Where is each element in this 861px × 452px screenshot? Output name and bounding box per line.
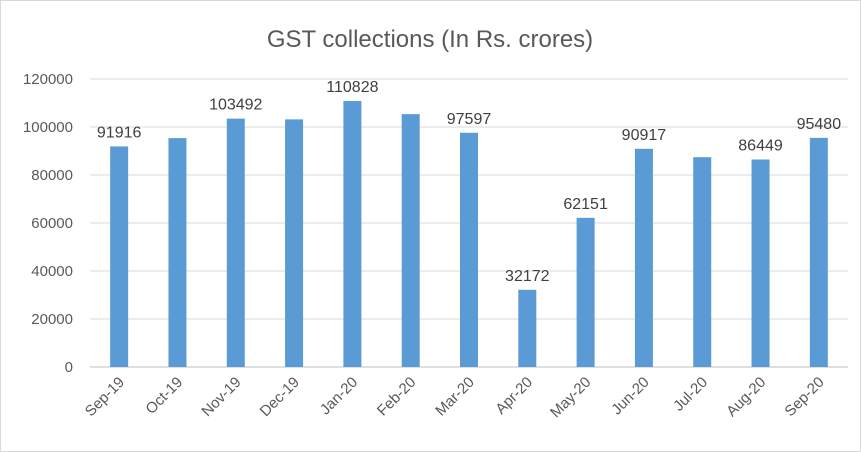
bars	[110, 101, 828, 367]
x-tick-label: Jan-20	[317, 374, 361, 418]
y-axis-ticks: 0 20000 40000 60000 80000 100000 120000	[23, 71, 73, 376]
y-tick-label: 0	[65, 359, 73, 376]
bar-sep-20	[809, 137, 828, 367]
bar-oct-19	[168, 138, 187, 367]
bar-jan-20	[343, 101, 362, 367]
x-tick-label: Apr-20	[492, 374, 536, 418]
x-tick-label: Sep-19	[82, 374, 128, 420]
data-label: 95480	[797, 116, 842, 133]
bar-sep-19	[110, 146, 129, 367]
data-label: 32172	[505, 268, 550, 285]
x-axis-ticks: Sep-19 Oct-19 Nov-19 Dec-19 Jan-20 Feb-20 Mar-…	[82, 374, 828, 421]
chart-title: GST collections (In Rs. crores)	[267, 26, 593, 53]
y-tick-label: 80000	[31, 167, 73, 184]
x-tick-label: Jun-20	[608, 374, 652, 418]
x-tick-label: Oct-19	[142, 374, 186, 418]
y-tick-label: 100000	[23, 119, 73, 136]
data-label: 62151	[563, 196, 608, 213]
data-label: 91916	[97, 124, 142, 141]
bar-aug-20	[751, 159, 770, 367]
x-tick-label: Sep-20	[781, 374, 827, 420]
x-tick-label: Mar-20	[432, 374, 478, 420]
bar-dec-19	[285, 119, 304, 367]
bar-apr-20	[518, 289, 537, 367]
data-label: 97597	[447, 111, 492, 128]
y-tick-label: 20000	[31, 311, 73, 328]
x-tick-label: Feb-20	[374, 374, 420, 420]
x-tick-label: Aug-20	[723, 374, 769, 420]
bar-may-20	[576, 217, 595, 367]
bar-jul-20	[693, 157, 712, 367]
x-tick-label: Dec-19	[257, 374, 303, 420]
bar-feb-20	[401, 114, 420, 367]
bar-nov-19	[226, 118, 245, 367]
data-label: 103492	[209, 97, 262, 114]
data-label: 90917	[622, 127, 667, 144]
bar-mar-20	[460, 132, 478, 367]
y-tick-label: 40000	[31, 263, 73, 280]
x-tick-label: Nov-19	[198, 374, 244, 420]
x-tick-label: Jul-20	[670, 374, 711, 415]
data-label: 86449	[738, 138, 783, 155]
data-labels: 91916 103492 110828 97597 32172 62151 90917 864…	[97, 79, 841, 285]
bar-jun-20	[634, 148, 653, 367]
data-label: 110828	[326, 79, 378, 96]
y-tick-label: 120000	[23, 71, 73, 88]
y-tick-label: 60000	[31, 215, 73, 232]
x-tick-label: May-20	[547, 374, 594, 421]
